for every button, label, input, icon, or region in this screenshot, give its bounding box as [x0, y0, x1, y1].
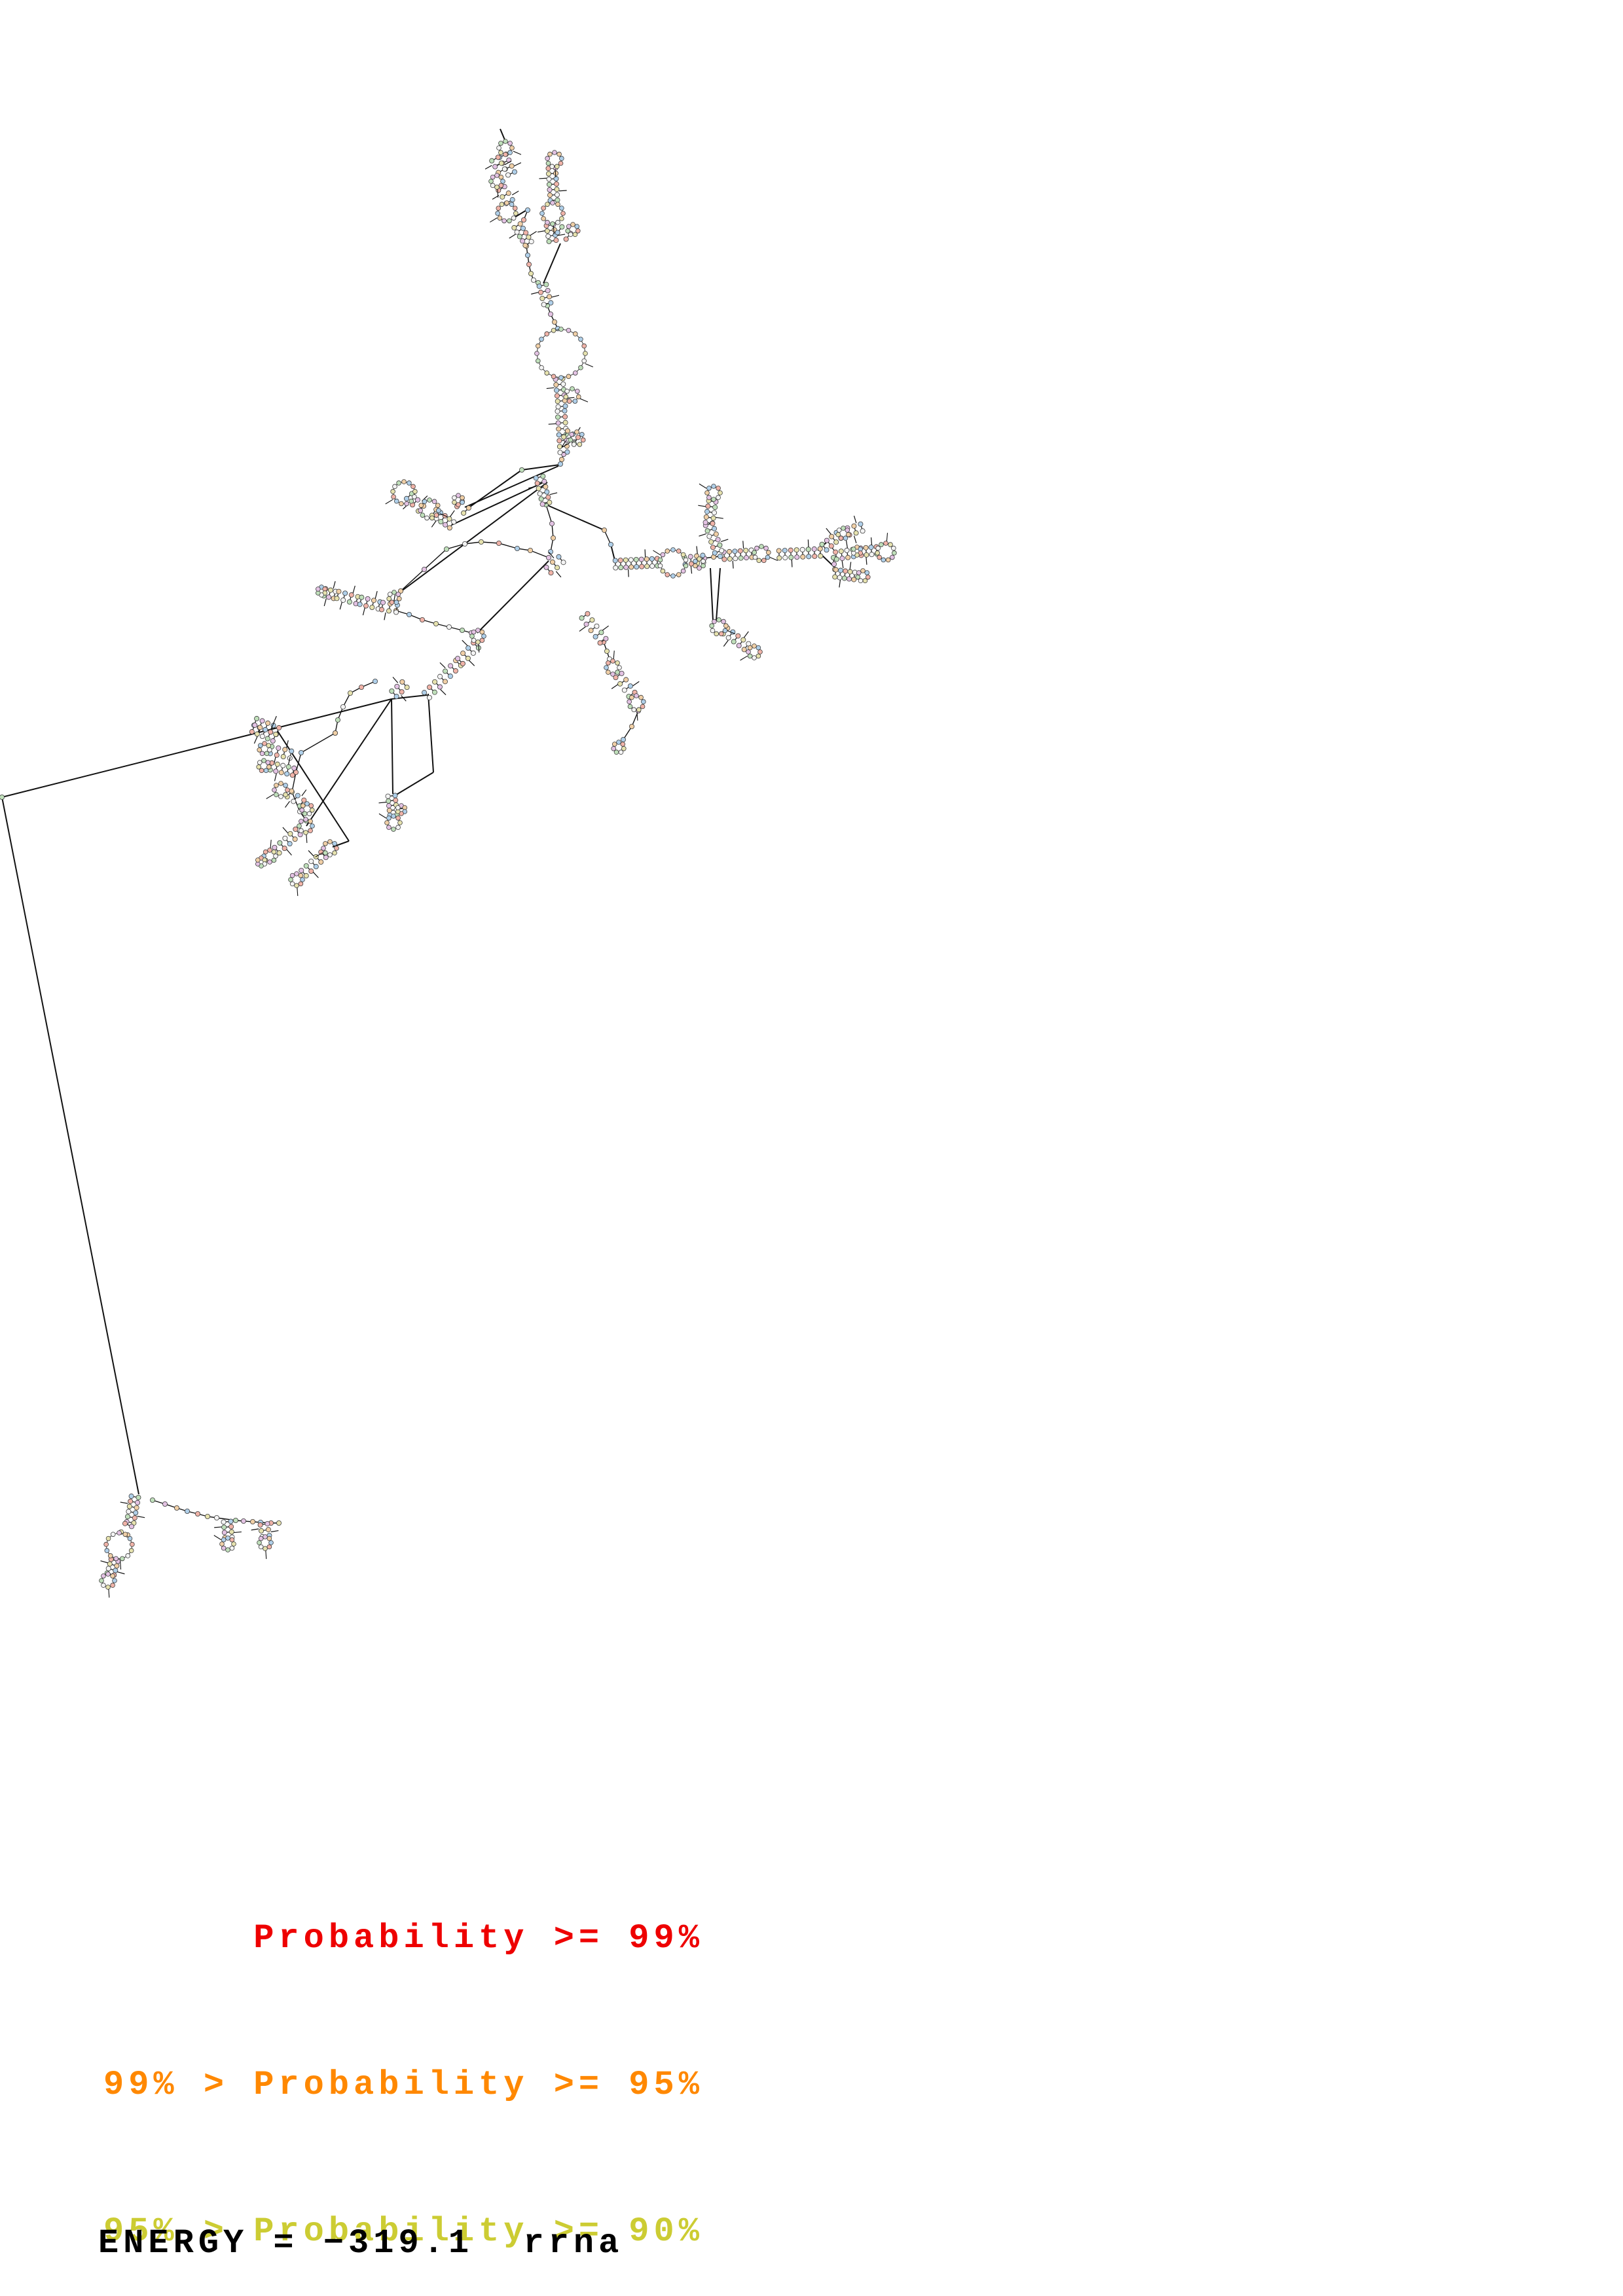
legend-row-90: 95% > Probability >= 90% — [103, 2212, 704, 2251]
legend-row-95: 99% > Probability >= 95% — [103, 2065, 704, 2104]
energy-caption: ENERGY = −319.1 rrna — [98, 2224, 624, 2263]
legend-row-99: Probability >= 99% — [103, 1919, 704, 1958]
probability-legend: Probability >= 99% 99% > Probability >= … — [103, 1817, 704, 2296]
